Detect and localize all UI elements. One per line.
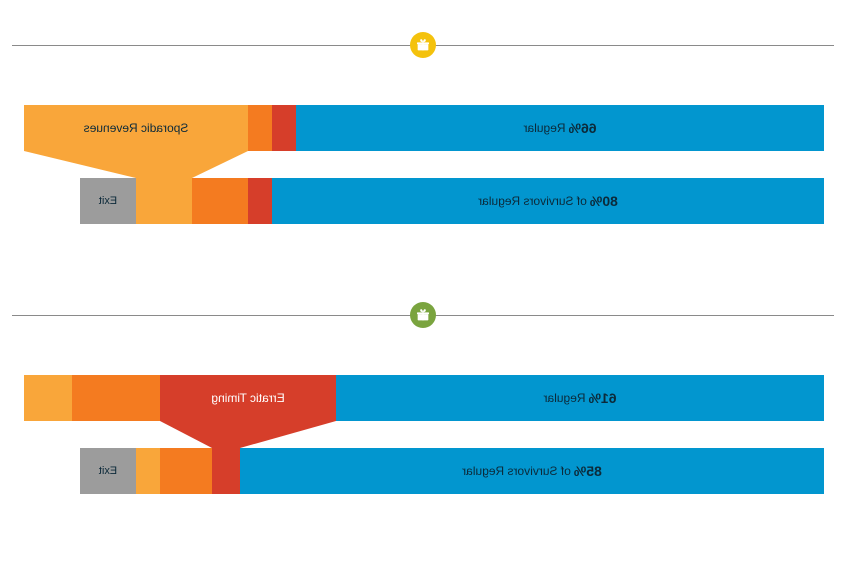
bar-segment bbox=[240, 448, 824, 494]
bar: 61% RegularErratic Timing bbox=[24, 375, 824, 421]
section-badge bbox=[410, 302, 436, 328]
bar-segment bbox=[80, 448, 136, 494]
section-badge bbox=[410, 32, 436, 58]
bar-segment bbox=[136, 178, 192, 224]
bar-segment bbox=[272, 178, 824, 224]
bar-segment bbox=[80, 178, 136, 224]
bar-segment bbox=[296, 105, 824, 151]
bar-segment bbox=[192, 178, 248, 224]
bar-segment bbox=[336, 375, 824, 421]
bar-segment bbox=[24, 375, 72, 421]
bar-segment bbox=[248, 105, 272, 151]
bar-segment bbox=[212, 448, 240, 494]
bar-segment bbox=[72, 375, 160, 421]
bar-segment bbox=[24, 105, 248, 151]
bar-segment bbox=[160, 375, 336, 421]
bar: 66% RegularSporadic Revenues bbox=[24, 105, 824, 151]
bar: 85% of Survivors RegularExit bbox=[24, 448, 824, 494]
bar: 80% of Survivors RegularExit bbox=[24, 178, 824, 224]
chart-root: 66% RegularSporadic Revenues 80% of Survi… bbox=[0, 0, 846, 577]
bar-segment bbox=[272, 105, 296, 151]
bar-segment bbox=[248, 178, 272, 224]
bar-segment bbox=[160, 448, 212, 494]
bar-segment bbox=[136, 448, 160, 494]
